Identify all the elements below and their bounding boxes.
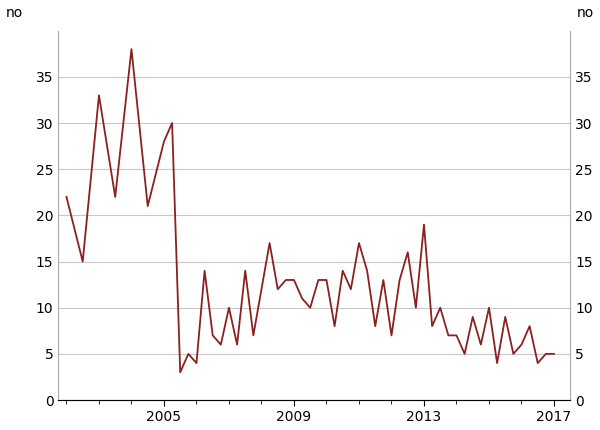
Text: no: no: [577, 6, 595, 19]
Text: no: no: [5, 6, 23, 19]
